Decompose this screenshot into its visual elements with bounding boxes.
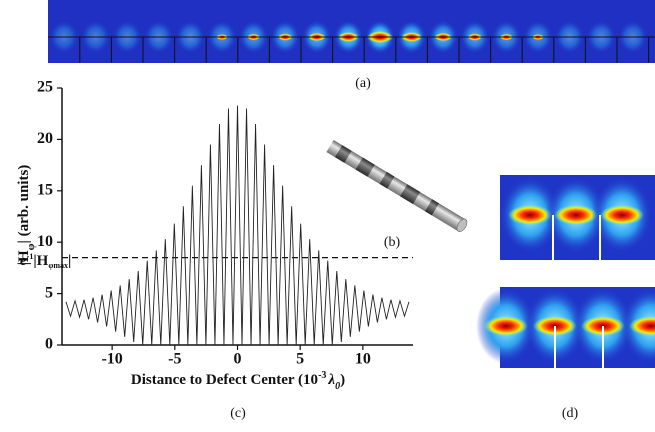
x-label-sup: -3 (318, 370, 326, 381)
field-core (629, 316, 655, 336)
chart: |Hφ| (arb. units) Distance to Defect Cen… (16, 79, 413, 421)
x-tick-label: 10 (355, 351, 371, 368)
y-tick-label: 10 (37, 233, 53, 250)
y-tick-label: 5 (45, 284, 53, 301)
panel-label: (c) (230, 406, 246, 421)
panel-label: (a) (355, 76, 371, 91)
threshold-sub: φmax (48, 261, 68, 270)
x-tick-label: 0 (234, 351, 242, 368)
field-core (508, 205, 552, 225)
threshold-sup: -1 (27, 252, 34, 261)
threshold-part: e (20, 253, 27, 269)
y-label-part: |H (16, 250, 32, 265)
y-label-sub: φ (25, 243, 37, 250)
x-tick-label: 5 (296, 351, 304, 368)
x-tick-label: -10 (101, 351, 122, 368)
threshold-part: | (68, 253, 71, 269)
y-axis-label: |Hφ| (arb. units) (16, 165, 36, 266)
x-label-part: ) (340, 372, 345, 388)
x-label-part: Distance to Defect Center (10 (131, 372, 318, 388)
panel-label: (d) (562, 406, 579, 421)
field-line (65, 105, 410, 346)
x-label-part: λ (327, 372, 335, 388)
x-tick-label: -5 (168, 351, 181, 368)
panel-b-rod (326, 139, 468, 232)
x-axis-label: Distance to Defect Center (10-3 λ0) (131, 370, 345, 392)
threshold-label: e-1|Hφmax| (20, 252, 71, 270)
y-tick-label: 20 (37, 130, 53, 147)
field-core (554, 205, 598, 225)
y-tick-label: 0 (45, 336, 53, 353)
field-core (600, 205, 644, 225)
panel-label: (b) (384, 235, 401, 250)
y-tick-label: 25 (37, 79, 53, 96)
y-tick-label: 15 (37, 181, 53, 198)
y-label-part: | (arb. units) (16, 165, 32, 244)
x-label-sub: 0 (335, 381, 340, 392)
field-core (484, 316, 528, 336)
panel-a-spots (48, 20, 655, 63)
threshold-part: |H (33, 253, 48, 269)
panel-d-spots (476, 177, 655, 368)
